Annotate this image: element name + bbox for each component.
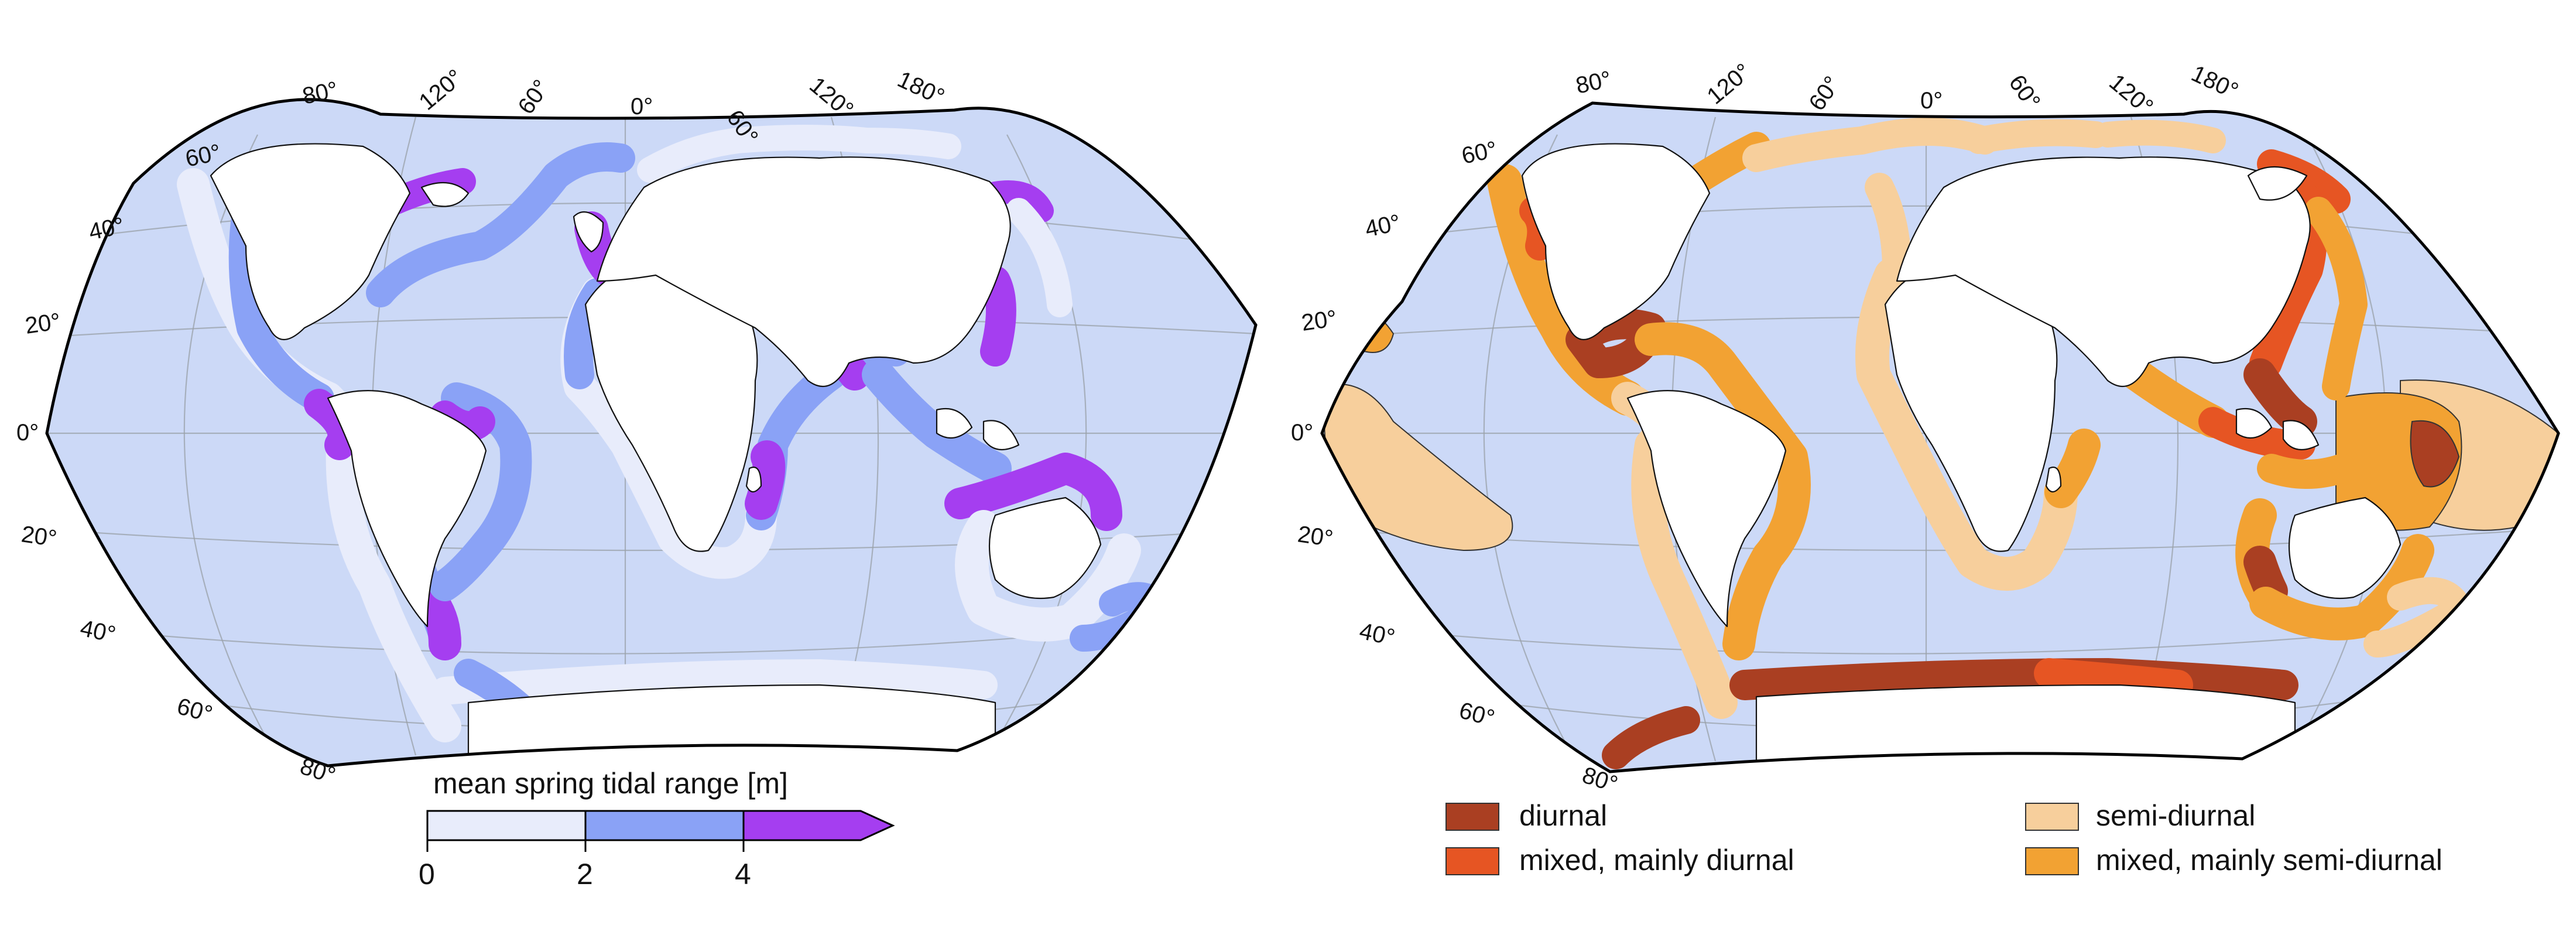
colorbar-tick: 4: [735, 858, 751, 891]
right-lon-label: 120°: [1703, 59, 1756, 109]
legend-label-mixed-diurnal: mixed, mainly diurnal: [1519, 844, 1794, 876]
right-lon-label: 0°: [1920, 88, 1943, 114]
colorbar-tick: 0: [419, 858, 435, 891]
right-lat-label: 20°: [1300, 306, 1338, 336]
left-lon-label: 60°: [513, 75, 554, 119]
left-lat-labels: 60° 40° 20° 0° 20° 40° 60° 80°: [16, 139, 338, 789]
left-lat-label: 60°: [174, 693, 215, 727]
right-map-frame: [1320, 101, 2560, 773]
right-lat-labels: 60° 40° 20° 0° 20° 40° 60° 80°: [1291, 136, 1621, 797]
right-lon-label: 80°: [1574, 66, 1614, 99]
legend-label-semi-diurnal: semi-diurnal: [2096, 799, 2255, 832]
colorbar-segment-4-plus: [742, 810, 895, 841]
left-map-tidal-range: 80° 120° 60° 0° 60° 120° 180° 60° 40° 20…: [16, 64, 1258, 891]
legend-swatch-semi-diurnal: [2025, 803, 2079, 831]
colorbar-segment-2-4: [584, 810, 745, 841]
right-lon-label: 180°: [2187, 60, 2242, 104]
right-lat-label: 20°: [1296, 521, 1335, 552]
tidal-range-colorbar: mean spring tidal range [m] 0 2 4: [419, 767, 895, 891]
right-lat-label: 60°: [1460, 136, 1499, 169]
right-lat-label: 40°: [1357, 618, 1397, 651]
legend-swatch-mixed-diurnal: [1445, 847, 1499, 875]
right-map-tidal-regime: 80° 120° 60° 0° 60° 120° 180° 60° 40° 20…: [1291, 59, 2560, 876]
left-lat-label: 40°: [78, 615, 118, 648]
right-lon-label: 60°: [1804, 71, 1845, 115]
right-lat-label: 60°: [1457, 697, 1498, 731]
tidal-regime-legend: diurnal mixed, mainly diurnal semi-diurn…: [1445, 799, 2443, 876]
legend-swatch-mixed-semi-diurnal: [2025, 847, 2079, 875]
left-lat-label: 20°: [20, 521, 59, 552]
right-lat-label: 40°: [1363, 210, 1403, 242]
colorbar-title: mean spring tidal range [m]: [433, 767, 788, 800]
colorbar-tick: 2: [577, 858, 593, 891]
left-lon-label: 180°: [893, 66, 948, 110]
left-lat-label: 0°: [16, 420, 39, 446]
legend-label-diurnal: diurnal: [1519, 799, 1607, 832]
left-lat-label: 20°: [23, 309, 62, 339]
right-lat-label: 0°: [1291, 420, 1313, 446]
left-lon-label: 0°: [631, 94, 653, 119]
legend-swatch-diurnal: [1445, 803, 1499, 831]
right-land-masses: [1521, 143, 2402, 772]
legend-label-mixed-semi-diurnal: mixed, mainly semi-diurnal: [2096, 844, 2443, 876]
right-regime-regions: [1322, 310, 2558, 552]
left-lon-label: 120°: [415, 64, 468, 115]
left-map-frame: [45, 98, 1258, 768]
colorbar-segment-0-2: [426, 810, 587, 841]
right-lon-label: 120°: [2104, 69, 2158, 120]
right-lon-label: 60°: [2004, 70, 2046, 114]
